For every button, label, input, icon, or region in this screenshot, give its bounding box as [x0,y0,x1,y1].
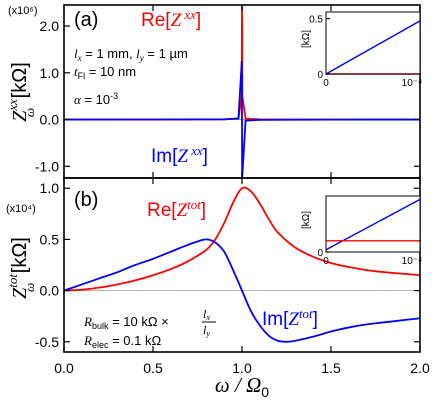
annotation-alpha: α = 10-3 [74,91,118,107]
series-label-sup: xx [181,7,196,22]
ann-text: = 0.1 kΩ [108,333,161,348]
ylabel-unit: [kΩ] [9,62,31,104]
ylabel-var: Z [9,287,31,299]
y-tick-label: -0.5 [35,334,59,350]
y-tick-label: -1.0 [35,158,59,174]
inset-y-tick-label: 0 [317,70,323,81]
ann-text: = 10 nm [85,64,136,79]
series-label-var: Z [288,309,299,330]
ann-var: l [203,323,207,337]
inset-x-tick-label: 10⁻⁴ [402,256,423,267]
y-tick-label: 0.0 [40,112,60,128]
series-label-prefix: Im[ [262,309,289,330]
series-label-var: Z [171,10,182,31]
ann-text: = 1 mm, [82,46,137,61]
inset-line-im [325,20,421,75]
ylabel-unit: [kΩ] [9,237,31,279]
ann-sub: x [205,313,210,322]
inset-x-tick-label: 0 [323,256,329,267]
y-axis-label-a: Zxxω [kΩ] [5,62,37,121]
ann-sub: x [77,53,82,63]
panel-label: (a) [74,9,98,31]
panel-label: (b) [74,189,98,211]
x-tick-label: 1.5 [321,360,341,376]
ann-text: = 1 µm [144,46,188,61]
x-tick-label: 0.0 [54,360,74,376]
ylabel-sup: tot [5,274,20,288]
series-line-re [63,186,421,292]
legend-im-b: Im[Ztot] [262,306,318,330]
x-tick-label: 0.5 [143,360,163,376]
x-axis-label: ω / Ω0 [215,373,269,400]
series-label-prefix: Re[ [147,200,177,221]
ann-sub: y [205,329,210,338]
multiplier-label: (x10⁴) [6,203,36,215]
series-label-close: ] [313,309,318,330]
series-label-var: Z [177,146,188,167]
series-label-sup: tot [299,306,313,321]
y-tick-label: 2.0 [40,18,60,34]
ann-sub: bulk [92,321,109,331]
series-label-prefix: Im[ [151,146,178,167]
inset-x-tick-label: 0 [323,78,329,89]
inset-x-tick-label: 10⁻⁴ [402,78,423,89]
annotation-dimensions: lx = 1 mm, ly = 1 µm [74,46,188,63]
ann-var: R [83,333,92,348]
ann-var: l [74,46,78,61]
ylabel-sup: xx [5,99,20,112]
series-label-close: ] [196,10,201,31]
annotation-rbulk: Rbulk = 10 kΩ × [83,314,169,331]
inset-y-tick-label: 0.5 [309,15,323,26]
annotation-relec: Relec = 0.1 kΩ [83,333,161,350]
ann-var: α [74,92,82,107]
x-tick-label: 2.0 [410,360,430,376]
ylabel-var: Z [9,110,31,122]
y-tick-label: 0.0 [40,283,60,299]
fraction-numerator: lx [203,307,210,322]
ann-var: l [136,46,140,61]
ann-sub: elec [92,340,109,350]
ann-var: t [74,64,78,79]
legend-re-a: Re[Z xx] [141,7,201,31]
legend-re-b: Re[Ztot] [147,197,206,221]
series-label-sup: xx [188,143,203,158]
inset-background [326,12,420,74]
ylabel-sub: ω [22,283,37,292]
annotation-thickness: tFl = 10 nm [74,64,136,81]
multiplier-label: (x10⁶) [8,5,38,17]
ann-text: = 10 kΩ × [108,314,168,329]
y-tick-label: 1.0 [40,180,60,196]
legend-im-a: Im[Z xx] [151,143,208,167]
ann-sup: -3 [110,91,118,101]
ylabel-sub: ω [22,108,37,117]
inset-y-label: [kΩ] [301,211,312,229]
inset-frame [325,11,421,75]
inset-frame [325,195,421,253]
y-axis-label-b: Ztot ω [kΩ] [5,237,37,299]
ann-sub: y [139,53,144,63]
ann-var: R [83,314,92,329]
series-label-prefix: Re[ [141,10,171,31]
x-tick-label: 1.0 [232,360,252,376]
series-label-close: ] [201,200,206,221]
ann-sub: Fl [78,71,86,81]
series-label-sup: tot [187,197,201,212]
series-label-var: Z [177,200,188,221]
ann-var: l [203,307,207,321]
series-label-close: ] [203,146,208,167]
fraction-denominator: ly [203,323,210,338]
y-tick-label: 1.0 [40,65,60,81]
ann-text: = 10 [81,92,110,107]
xlabel-main: ω / Ω [215,373,261,397]
series-line-im [63,61,421,179]
inset-y-tick-label: 0 [317,248,323,259]
xlabel-sub: 0 [261,384,269,400]
y-tick-label: 0.5 [40,231,60,247]
series-line-im [63,238,421,343]
inset-y-label: [kΩ] [301,30,312,48]
